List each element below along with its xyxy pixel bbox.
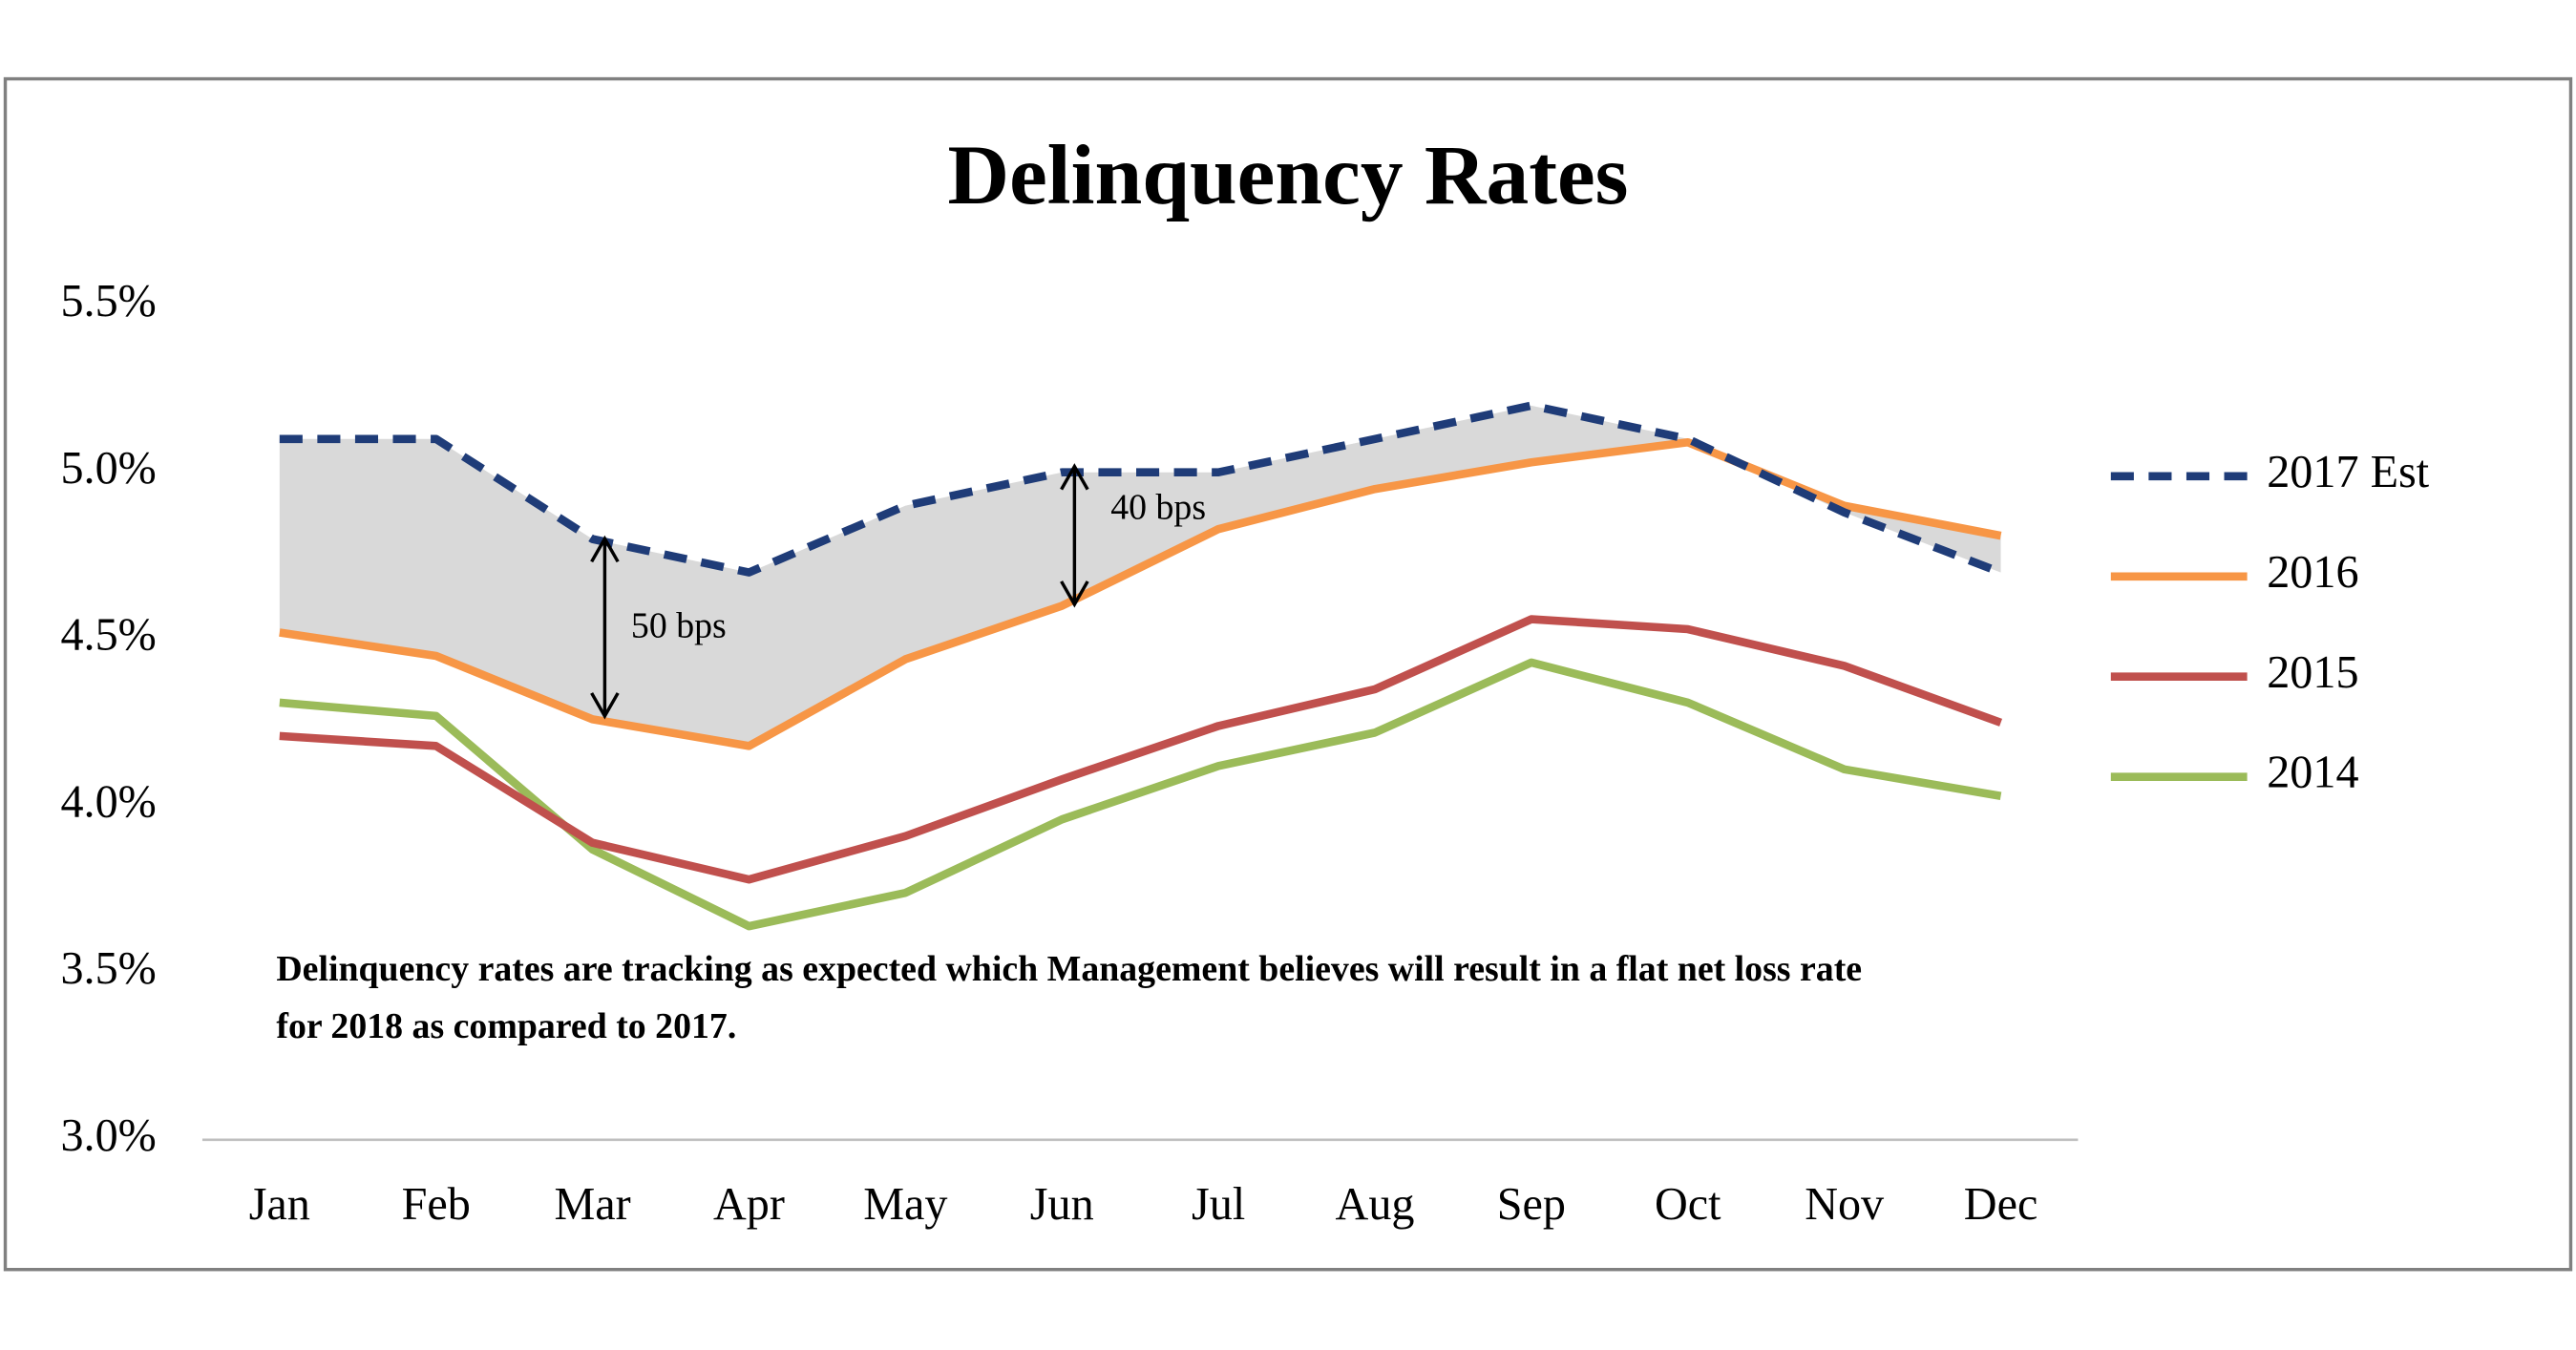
y-tick-label: 5.0% [60, 443, 156, 494]
x-tick-label: Apr [713, 1179, 785, 1230]
x-tick-label: Jun [1030, 1179, 1094, 1230]
annotation: 50 bps [631, 606, 727, 646]
note-line: for 2018 as compared to 2017. [276, 1006, 736, 1046]
y-tick-label: 4.0% [60, 776, 156, 827]
chart-title: Delinquency Rates [947, 128, 1628, 222]
x-tick-label: Oct [1655, 1179, 1721, 1230]
series-line [279, 615, 2003, 884]
legend-label: 2017 Est [2267, 447, 2430, 497]
x-tick-label: Jan [249, 1179, 310, 1230]
y-tick-label: 4.5% [60, 610, 156, 661]
arrow-head [1060, 580, 1089, 608]
x-tick-label: Jul [1192, 1179, 1245, 1230]
y-tick-label: 3.5% [60, 943, 156, 994]
series-line [279, 401, 2003, 577]
arrows [590, 463, 1089, 720]
legend-label: 2015 [2267, 647, 2358, 698]
x-tick-label: Nov [1805, 1179, 1885, 1230]
arrow-head [590, 692, 620, 720]
x-tick-label: May [863, 1179, 947, 1230]
annotation: 40 bps [1110, 488, 1206, 528]
legend-label: 2016 [2267, 547, 2358, 598]
series-line [279, 437, 2002, 750]
arrow-head [590, 535, 620, 563]
plot-area: 3.0% 3.5% 4.0% 4.5% 5.0% 5.5% Jan Feb Mar Apr May J… [60, 276, 2429, 1230]
y-tick-label: 3.0% [60, 1110, 156, 1161]
x-tick-label: Feb [402, 1179, 471, 1230]
x-tick-label: Sep [1497, 1179, 1566, 1230]
x-tick-label: Dec [1964, 1179, 2038, 1230]
x-tick-label: Mar [554, 1179, 630, 1230]
gap-area [279, 405, 2001, 747]
y-tick-label: 5.5% [60, 276, 156, 327]
arrow-head [1060, 463, 1089, 491]
note-line: Delinquency rates are tracking as expect… [276, 949, 1862, 989]
x-tick-label: Aug [1336, 1179, 1415, 1230]
legend-label: 2014 [2267, 748, 2358, 798]
